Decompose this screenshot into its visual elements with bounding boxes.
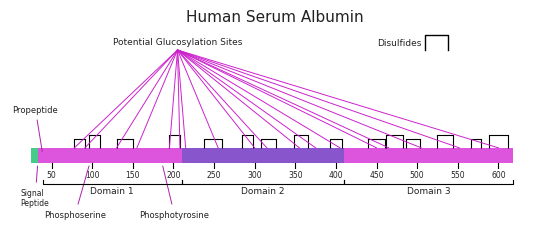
Text: 450: 450 xyxy=(369,170,384,179)
Text: 350: 350 xyxy=(288,170,302,179)
Text: Signal
Peptide: Signal Peptide xyxy=(21,166,50,207)
Text: 550: 550 xyxy=(450,170,465,179)
Text: 50: 50 xyxy=(47,170,57,179)
Text: Domain 1: Domain 1 xyxy=(90,186,134,195)
Bar xyxy=(31,148,38,164)
Text: 400: 400 xyxy=(328,170,343,179)
Text: Domain 2: Domain 2 xyxy=(241,186,284,195)
Bar xyxy=(31,148,513,164)
Text: Propeptide: Propeptide xyxy=(13,106,58,152)
Text: Domain 3: Domain 3 xyxy=(406,186,450,195)
Bar xyxy=(182,148,344,164)
Title: Human Serum Albumin: Human Serum Albumin xyxy=(186,10,364,25)
Text: Disulfides: Disulfides xyxy=(377,39,421,48)
Text: Phosphotyrosine: Phosphotyrosine xyxy=(139,166,209,219)
Text: Phosphoserine: Phosphoserine xyxy=(44,166,106,219)
Text: 300: 300 xyxy=(248,170,262,179)
Text: 250: 250 xyxy=(207,170,221,179)
Text: 150: 150 xyxy=(125,170,140,179)
Text: 600: 600 xyxy=(491,170,505,179)
Text: 100: 100 xyxy=(85,170,100,179)
Text: 200: 200 xyxy=(166,170,181,179)
Text: Potential Glucosylation Sites: Potential Glucosylation Sites xyxy=(113,38,242,47)
Text: 500: 500 xyxy=(410,170,425,179)
